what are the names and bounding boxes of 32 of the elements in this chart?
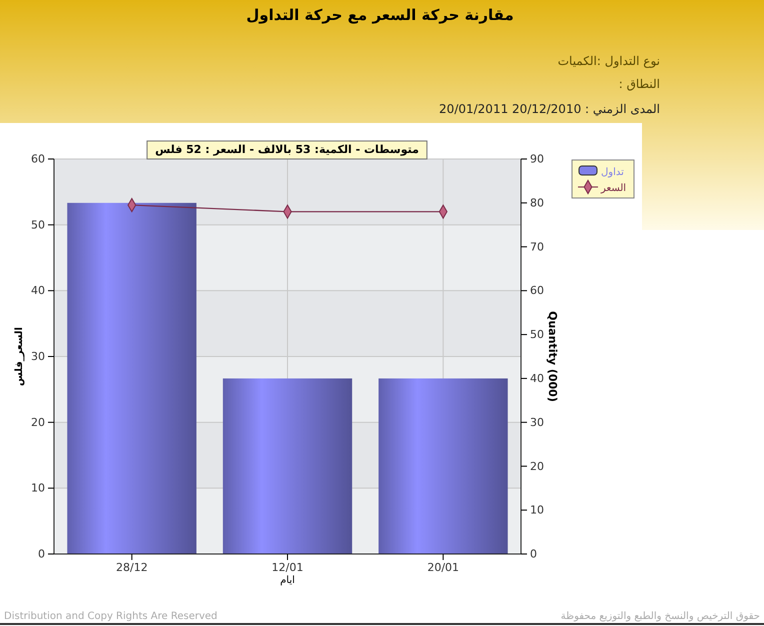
y2-tick-label: 40 xyxy=(530,372,544,385)
legend-label: السعر xyxy=(600,183,626,194)
y-tick-label: 20 xyxy=(31,416,45,429)
x-tick-label: 12/01 xyxy=(272,560,304,574)
text: متوسطات - الكمية: 53 بالالف - السعر : 52 فلس xyxy=(155,143,419,156)
y-tick-label: 40 xyxy=(31,284,45,298)
x-axis-title: ايام xyxy=(280,575,295,586)
chart-title: مقارنة حركة السعر مع حركة التداول xyxy=(246,6,514,24)
text: Distribution and Copy Rights Are Reserved xyxy=(4,611,218,622)
legend-label: تداول xyxy=(601,167,624,178)
x-tick-label: 20/01 xyxy=(427,560,460,574)
y-tick-label: 10 xyxy=(31,482,45,495)
text: نوع التداول :الكميات xyxy=(558,54,660,68)
y-axis-title: السعر_فلس xyxy=(14,327,25,386)
text: حقوق الترخيص والنسخ والطبع والتوزيع محفوظة xyxy=(560,611,760,622)
text: المدى الزمني : 20/12/2010 20/01/2011 xyxy=(439,102,660,116)
y-tick-label: 60 xyxy=(31,152,45,166)
x-tick-label: 28/12 xyxy=(116,560,148,574)
y2-axis-title: Quantity (000) xyxy=(546,311,559,402)
y2-tick-label: 70 xyxy=(530,240,544,254)
y-tick-label: 0 xyxy=(38,548,45,561)
y2-tick-label: 50 xyxy=(530,328,544,342)
y2-tick-label: 10 xyxy=(530,504,544,517)
text: النطاق : xyxy=(618,77,660,91)
y2-tick-label: 0 xyxy=(530,548,537,561)
y-tick-label: 30 xyxy=(31,350,45,364)
y2-tick-label: 90 xyxy=(530,152,544,166)
y2-tick-label: 30 xyxy=(530,416,544,429)
y-tick-label: 50 xyxy=(31,218,45,232)
y2-tick-label: 80 xyxy=(530,196,544,210)
y2-tick-label: 60 xyxy=(530,284,544,298)
y2-tick-label: 20 xyxy=(530,460,544,473)
